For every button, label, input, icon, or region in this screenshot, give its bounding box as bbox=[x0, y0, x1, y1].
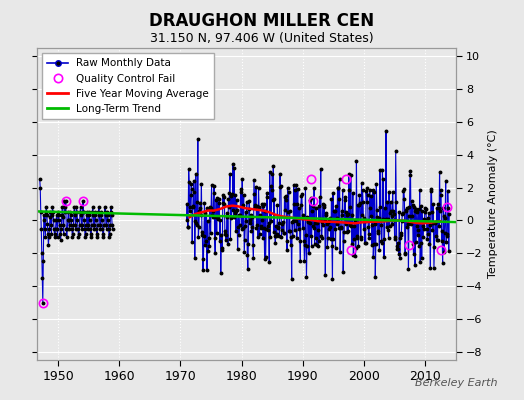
Text: DRAUGHON MILLER CEN: DRAUGHON MILLER CEN bbox=[149, 12, 375, 30]
Text: 31.150 N, 97.406 W (United States): 31.150 N, 97.406 W (United States) bbox=[150, 32, 374, 45]
Legend: Raw Monthly Data, Quality Control Fail, Five Year Moving Average, Long-Term Tren: Raw Monthly Data, Quality Control Fail, … bbox=[42, 53, 214, 119]
Y-axis label: Temperature Anomaly (°C): Temperature Anomaly (°C) bbox=[488, 130, 498, 278]
Text: Berkeley Earth: Berkeley Earth bbox=[416, 378, 498, 388]
